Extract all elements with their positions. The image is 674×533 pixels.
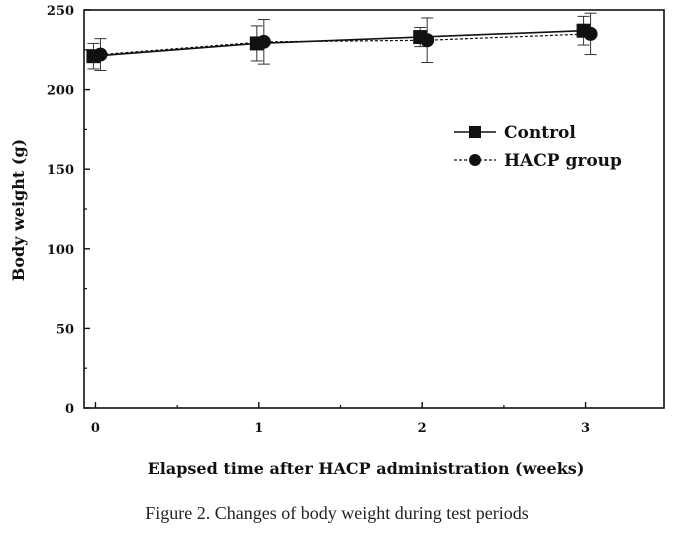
data-point-circle: [583, 26, 598, 41]
plot-border: [83, 9, 665, 409]
legend-label: Control: [504, 123, 576, 143]
y-tick-label: 150: [47, 163, 74, 178]
y-tick-label: 250: [47, 4, 74, 19]
y-axis-label: Body weight (g): [9, 139, 28, 281]
legend-marker-circle: [469, 154, 481, 166]
series-line: [93, 29, 584, 57]
data-point-circle: [93, 47, 108, 62]
plot-frame: [83, 9, 665, 409]
x-axis-label: Elapsed time after HACP administration (…: [148, 459, 585, 478]
y-tick-label: 100: [47, 243, 74, 258]
series-layer: [86, 12, 598, 71]
legend-marker-square: [469, 126, 481, 138]
figure-caption: Figure 2. Changes of body weight during …: [145, 503, 529, 523]
data-point-circle: [256, 34, 271, 49]
y-tick-label: 200: [47, 84, 74, 99]
x-tick-label: 0: [91, 421, 100, 436]
x-axis-ticks: 0 1 2 3: [91, 402, 590, 436]
series-hacp-group: [93, 12, 598, 71]
series-control: [86, 15, 591, 70]
x-tick-label: 1: [254, 421, 263, 436]
x-tick-label: 2: [418, 421, 427, 436]
y-tick-label: 50: [56, 322, 74, 337]
y-tick-label: 0: [65, 402, 74, 417]
y-axis-ticks: 0 50 100 150 200 250: [47, 4, 90, 417]
x-tick-label: 3: [581, 421, 590, 436]
legend-label: HACP group: [504, 151, 622, 171]
data-point-circle: [420, 33, 435, 48]
legend: Control HACP group: [454, 123, 622, 171]
series-line: [100, 33, 591, 56]
